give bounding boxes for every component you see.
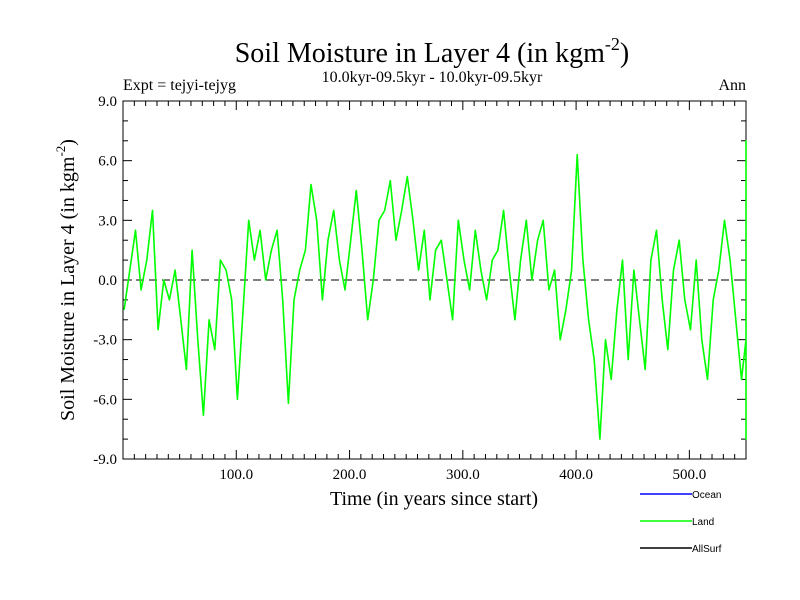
legend-label-land: Land	[692, 517, 714, 528]
y-axis-label-close: )	[57, 139, 79, 146]
x-tick-label: 100.0	[219, 467, 253, 483]
chart-title: Soil Moisture in Layer 4 (in kgm-2)	[235, 34, 630, 69]
y-tick-label: 6.0	[98, 154, 117, 170]
legend: Ocean Land AllSurf	[640, 490, 722, 555]
x-axis-label: Time (in years since start)	[330, 488, 538, 510]
subtitle-center: 10.0kyr-09.5kyr - 10.0kyr-09.5kyr	[322, 69, 543, 86]
x-tick-label: 300.0	[446, 467, 480, 483]
legend-label-allsurf: AllSurf	[692, 544, 722, 555]
x-tick-label: 400.0	[559, 467, 593, 483]
y-axis-label-sup: -2	[53, 146, 68, 157]
x-tick-label: 500.0	[672, 467, 706, 483]
y-tick-label: 9.0	[98, 94, 117, 110]
y-tick-label: -6.0	[93, 392, 117, 408]
y-axis-label-main: Soil Moisture in Layer 4 (in kgm	[57, 156, 79, 421]
y-tick-label: 3.0	[98, 213, 117, 229]
plot-area: 100.0 200.0 300.0 400.0 500.0 -9.0 -6.0 -3.0 0.…	[93, 94, 747, 483]
x-axis: 100.0 200.0 300.0 400.0 500.0	[133, 101, 736, 483]
y-tick-label: -9.0	[93, 452, 117, 468]
series-land-line	[123, 140, 747, 440]
y-axis: -9.0 -6.0 -3.0 0.0 3.0 6.0 9.0	[93, 94, 746, 468]
legend-label-ocean: Ocean	[692, 490, 721, 501]
y-tick-label: -3.0	[93, 333, 117, 349]
chart-title-close: )	[620, 38, 629, 69]
y-tick-label: 0.0	[98, 273, 117, 289]
subtitle-left: Expt = tejyi-tejyg	[123, 77, 236, 94]
chart-title-main: Soil Moisture in Layer 4 (in kgm	[235, 38, 605, 69]
y-axis-label: Soil Moisture in Layer 4 (in kgm-2)	[53, 139, 79, 421]
x-tick-label: 200.0	[333, 467, 367, 483]
chart-title-sup: -2	[605, 34, 620, 54]
subtitle-right: Ann	[718, 77, 746, 94]
